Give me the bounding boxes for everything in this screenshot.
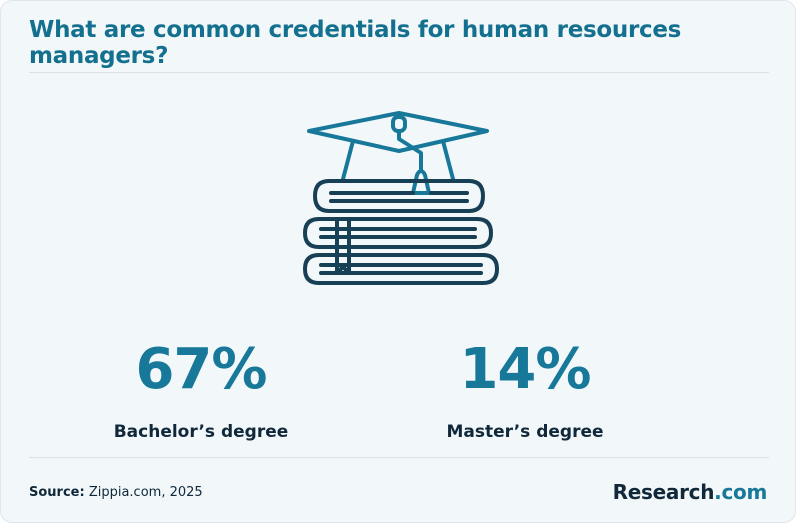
brand-suffix: .com <box>714 480 767 504</box>
divider <box>29 72 769 73</box>
stat-label: Master’s degree <box>446 422 604 442</box>
stat: 67% Bachelor’s degree <box>51 337 351 442</box>
source-text: Zippia.com, 2025 <box>88 485 203 500</box>
stat-value: 67% <box>135 337 267 402</box>
stat: 14% Master’s degree <box>375 337 675 442</box>
graduation-icon <box>303 111 499 285</box>
title: What are common credentials for human re… <box>29 17 682 69</box>
stat-label: Bachelor’s degree <box>113 422 289 442</box>
brand-name: Research <box>612 480 715 504</box>
stat-value: 14% <box>459 337 591 402</box>
brand-logo: Research.com <box>612 480 768 504</box>
divider <box>29 457 769 458</box>
source-label: Source: <box>29 485 85 500</box>
source: Source: Zippia.com, 2025 <box>29 485 203 500</box>
